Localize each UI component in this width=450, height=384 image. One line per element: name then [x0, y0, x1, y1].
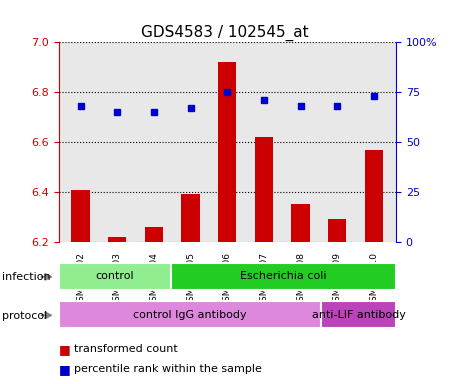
Text: transformed count: transformed count — [74, 344, 178, 354]
Text: percentile rank within the sample: percentile rank within the sample — [74, 364, 262, 374]
Bar — [72, 190, 90, 242]
Bar — [292, 205, 310, 242]
Text: anti-LIF antibody: anti-LIF antibody — [311, 310, 405, 320]
Text: protocol: protocol — [2, 311, 48, 321]
Bar — [218, 62, 236, 242]
Bar — [58, 301, 321, 328]
Bar — [171, 263, 396, 290]
Bar — [321, 301, 396, 328]
Text: Escherichia coli: Escherichia coli — [240, 271, 327, 281]
Text: ■: ■ — [58, 363, 70, 376]
Text: infection: infection — [2, 272, 51, 282]
Bar — [145, 227, 163, 242]
Text: GDS4583 / 102545_at: GDS4583 / 102545_at — [141, 25, 309, 41]
Bar — [255, 137, 273, 242]
Bar — [328, 220, 346, 242]
Bar — [181, 195, 200, 242]
Bar — [108, 237, 126, 242]
Text: control IgG antibody: control IgG antibody — [133, 310, 247, 320]
Bar — [58, 263, 171, 290]
Text: ■: ■ — [58, 343, 70, 356]
Bar — [365, 150, 383, 242]
Text: control: control — [95, 271, 134, 281]
